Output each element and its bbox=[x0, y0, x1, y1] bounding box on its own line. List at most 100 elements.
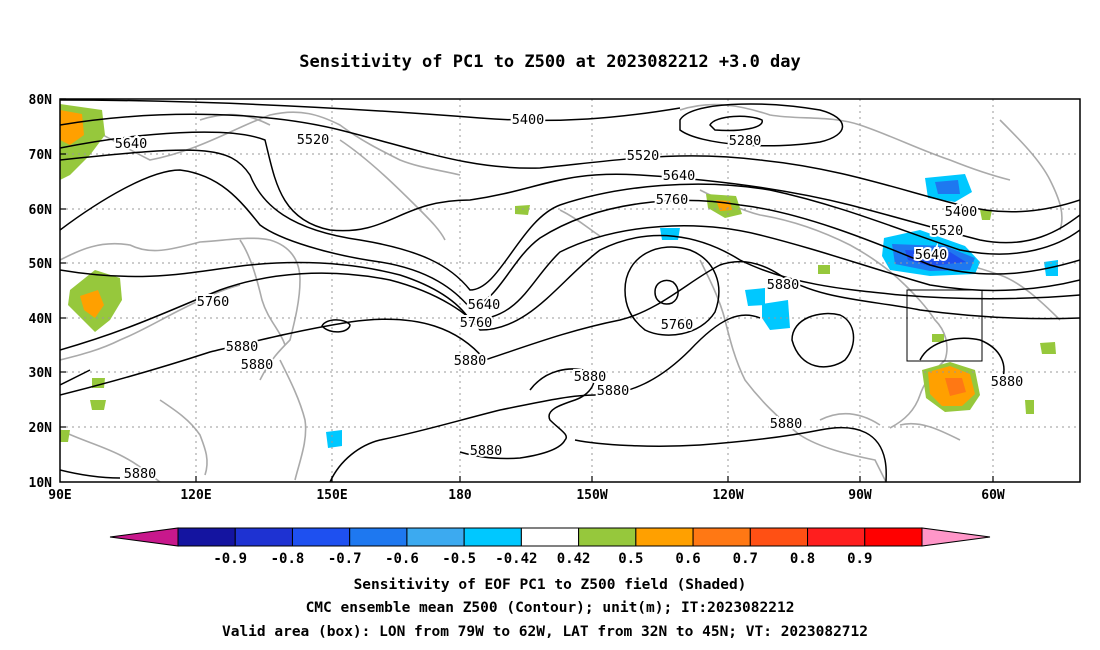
colorbar-tick-label: 0.42 bbox=[557, 551, 591, 567]
lat-label: 30N bbox=[29, 366, 53, 381]
contour-labels: 5400 5520 5640 5280 5520 5640 5760 5400 … bbox=[113, 110, 1026, 482]
contour-label: 5760 bbox=[460, 315, 493, 331]
contour-label: 5640 bbox=[915, 247, 948, 263]
contour-label: 5280 bbox=[729, 133, 762, 149]
map-area: 5400 5520 5640 5280 5520 5640 5760 5400 … bbox=[60, 99, 1080, 482]
colorbar-tick-label: 0.8 bbox=[790, 551, 815, 567]
lat-label: 20N bbox=[29, 421, 53, 436]
contour-label: 5880 bbox=[991, 374, 1024, 390]
colorbar-box bbox=[291, 527, 351, 547]
lon-label: 150E bbox=[316, 488, 347, 503]
shade-positive bbox=[1025, 400, 1034, 414]
footer-line-1: Sensitivity of EOF PC1 to Z500 field (Sh… bbox=[354, 577, 747, 593]
colorbar-tick-label: 0.6 bbox=[675, 551, 700, 567]
contour-label: 5880 bbox=[124, 466, 157, 482]
shade-negative-core bbox=[905, 250, 966, 266]
contour-label: 5880 bbox=[241, 357, 274, 373]
colorbar-box bbox=[463, 527, 522, 547]
contour-label: 5880 bbox=[597, 383, 630, 399]
shade-positive bbox=[980, 210, 992, 220]
colorbar-box bbox=[692, 527, 751, 547]
colorbar-box bbox=[635, 527, 694, 547]
lat-label: 10N bbox=[29, 476, 53, 491]
colorbar-box bbox=[520, 527, 580, 547]
colorbar-labels: -0.9 -0.8 -0.7 -0.6 -0.5 -0.42 0.42 0.5 0.6 0.7 0.… bbox=[213, 551, 872, 567]
contour-label: 5400 bbox=[512, 112, 545, 128]
shade-negative bbox=[745, 288, 765, 306]
shade-positive bbox=[1040, 342, 1056, 354]
shade-negative-strong bbox=[935, 180, 960, 194]
colorbar-tick-label: 0.7 bbox=[733, 551, 758, 567]
contour-label: 5880 bbox=[226, 339, 259, 355]
lat-label: 50N bbox=[29, 257, 53, 272]
colorbar-tick-label: -0.5 bbox=[442, 551, 476, 567]
axis-ticks bbox=[60, 98, 994, 482]
colorbar-box bbox=[349, 527, 408, 547]
lat-labels: 80N 70N 60N 50N 40N 30N 20N 10N bbox=[29, 93, 53, 491]
lon-label: 60W bbox=[981, 488, 1005, 503]
colorbar-tick-label: 0.9 bbox=[847, 551, 872, 567]
shade-negative bbox=[762, 300, 790, 330]
contour-label: 5880 bbox=[454, 353, 487, 369]
contour-label: 5880 bbox=[470, 443, 503, 459]
map-title: Sensitivity of PC1 to Z500 at 2023082212… bbox=[299, 52, 801, 72]
contour-label: 5640 bbox=[663, 168, 696, 184]
lon-label: 120E bbox=[180, 488, 211, 503]
contour-label: 5640 bbox=[115, 136, 148, 152]
contour-label: 5880 bbox=[770, 416, 803, 432]
shade-positive bbox=[515, 205, 530, 215]
footer-line-2: CMC ensemble mean Z500 (Contour); unit(m… bbox=[306, 600, 795, 616]
shade-positive-strong bbox=[80, 290, 104, 318]
colorbar-box bbox=[177, 527, 236, 547]
colorbar bbox=[109, 527, 991, 547]
contour-label: 5400 bbox=[945, 204, 978, 220]
lon-label: 90E bbox=[48, 488, 71, 503]
colorbar-tick-label: -0.42 bbox=[495, 551, 537, 567]
lat-label: 60N bbox=[29, 203, 53, 218]
colorbar-box bbox=[749, 527, 809, 547]
lon-label: 90W bbox=[848, 488, 872, 503]
colorbar-box bbox=[807, 527, 866, 547]
shade-negative bbox=[660, 228, 680, 240]
colorbar-box bbox=[406, 527, 465, 547]
lon-label: 120W bbox=[712, 488, 743, 503]
lat-label: 80N bbox=[29, 93, 53, 108]
colorbar-max-triangle bbox=[921, 527, 991, 547]
z500-contours bbox=[60, 99, 1080, 482]
map-frame bbox=[59, 98, 1081, 483]
lon-labels: 90E 120E 150E 180 150W 120W 90W 60W bbox=[48, 488, 1005, 503]
contour-label: 5520 bbox=[297, 132, 330, 148]
contour-label: 5760 bbox=[656, 192, 689, 208]
shade-positive bbox=[932, 334, 944, 342]
contour-label: 5880 bbox=[574, 369, 607, 385]
lon-label: 150W bbox=[576, 488, 607, 503]
colorbar-tick-label: -0.9 bbox=[213, 551, 247, 567]
contour-label: 5520 bbox=[931, 223, 964, 239]
contour-label: 5520 bbox=[627, 148, 660, 164]
colorbar-box bbox=[864, 527, 923, 547]
sensitivity-shading bbox=[60, 104, 1058, 448]
contour-label: 5760 bbox=[197, 294, 230, 310]
shade-positive-strong bbox=[60, 110, 84, 145]
shade-positive-strong bbox=[945, 378, 966, 396]
lat-label: 40N bbox=[29, 312, 53, 327]
shade-positive bbox=[90, 400, 106, 410]
shade-positive bbox=[818, 265, 830, 274]
contour-label: 5760 bbox=[661, 317, 694, 333]
colorbar-tick-label: 0.5 bbox=[618, 551, 643, 567]
colorbar-box bbox=[578, 527, 637, 547]
colorbar-min-triangle bbox=[109, 527, 179, 547]
footer-line-3: Valid area (box): LON from 79W to 62W, L… bbox=[222, 624, 868, 640]
lon-label: 180 bbox=[448, 488, 472, 503]
contour-label: 5880 bbox=[767, 277, 800, 293]
valid-area-box bbox=[906, 289, 983, 362]
lat-label: 70N bbox=[29, 148, 53, 163]
graticule bbox=[60, 99, 1080, 482]
colorbar-tick-label: -0.7 bbox=[328, 551, 362, 567]
colorbar-tick-label: -0.6 bbox=[385, 551, 419, 567]
colorbar-tick-label: -0.8 bbox=[271, 551, 305, 567]
shade-negative bbox=[326, 430, 342, 448]
contour-label: 5640 bbox=[468, 297, 501, 313]
colorbar-box bbox=[234, 527, 293, 547]
